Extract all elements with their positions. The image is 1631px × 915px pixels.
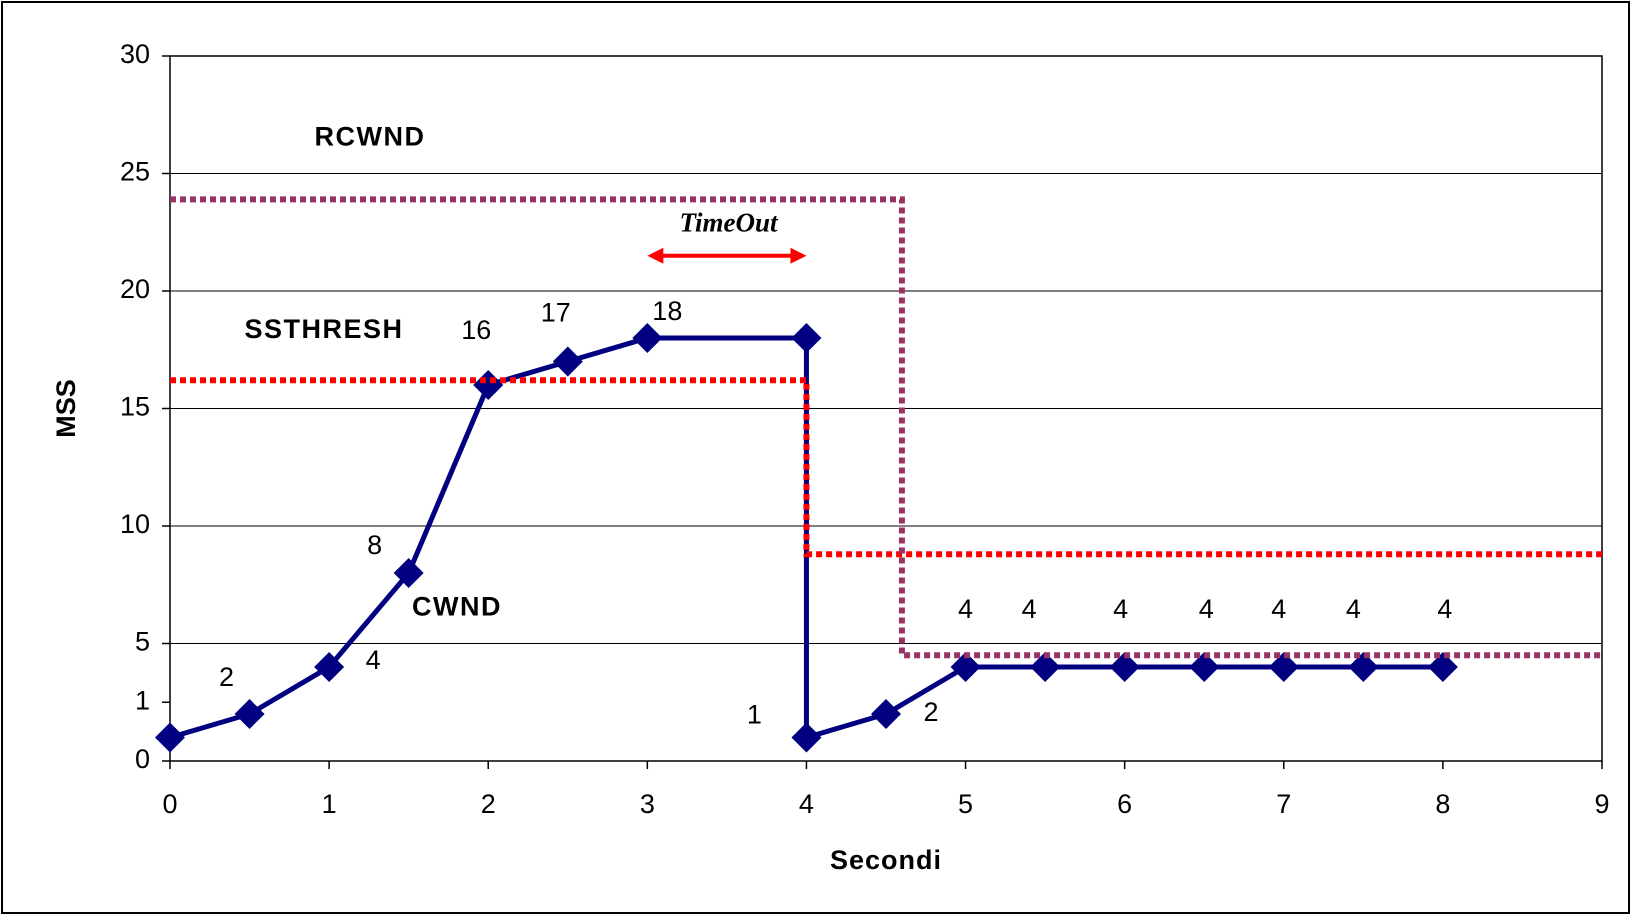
x-tick-label: 8	[1435, 789, 1450, 819]
marker	[1268, 652, 1299, 682]
data-label: 18	[652, 296, 682, 326]
y-tick-label: 25	[120, 157, 150, 187]
annotation: TimeOut	[679, 207, 778, 237]
arrow-head	[647, 247, 664, 264]
marker	[473, 370, 504, 400]
data-label: 4	[366, 645, 381, 675]
data-label: 1	[747, 700, 762, 730]
marker	[1427, 652, 1458, 682]
marker	[155, 722, 185, 753]
series-name: RCWND	[315, 121, 426, 151]
data-label: 4	[1022, 594, 1037, 624]
x-tick-label: 7	[1276, 789, 1291, 819]
marker	[314, 652, 345, 682]
marker	[393, 558, 424, 588]
y-tick-label: 10	[120, 509, 150, 539]
x-tick-label: 6	[1117, 789, 1132, 819]
series-line	[170, 196, 1602, 659]
marker	[1348, 652, 1379, 682]
marker	[950, 652, 981, 682]
data-label: 4	[1346, 594, 1361, 624]
series-line	[170, 377, 1602, 558]
series-name: CWND	[412, 591, 502, 621]
marker	[791, 323, 822, 353]
data-label: 2	[923, 697, 938, 727]
y-tick-label: 30	[120, 39, 150, 69]
data-label: 8	[367, 530, 382, 560]
x-axis-title: Secondi	[830, 845, 942, 875]
marker	[1109, 652, 1140, 682]
marker	[1189, 652, 1220, 682]
x-tick-label: 1	[322, 789, 337, 819]
marker	[791, 722, 822, 753]
data-label: 16	[461, 315, 491, 345]
y-tick-label: 5	[135, 627, 150, 657]
data-label: 2	[219, 662, 234, 692]
data-label: 17	[541, 298, 571, 328]
x-tick-label: 9	[1594, 789, 1609, 819]
y-tick-label: 20	[120, 274, 150, 304]
plot-area	[169, 55, 1603, 762]
data-label: 4	[1271, 594, 1286, 624]
x-tick-label: 3	[640, 789, 655, 819]
data-label: 4	[958, 594, 973, 624]
y-tick-label: 1	[135, 685, 150, 715]
data-label: 4	[1199, 594, 1214, 624]
arrow-head	[790, 247, 807, 264]
data-label: 4	[1113, 594, 1128, 624]
data-label: 4	[1437, 594, 1452, 624]
series-name: SSTHRESH	[244, 314, 403, 344]
x-tick-label: 0	[162, 789, 177, 819]
marker	[871, 699, 901, 729]
marker	[632, 323, 663, 353]
y-tick-label: 15	[120, 392, 150, 422]
y-axis-title: MSS	[51, 379, 81, 438]
marker	[1030, 652, 1061, 682]
y-tick-label: 0	[135, 744, 150, 774]
marker	[234, 699, 265, 729]
marker	[552, 346, 583, 377]
x-tick-label: 4	[799, 789, 814, 819]
x-tick-label: 2	[481, 789, 496, 819]
x-tick-label: 5	[958, 789, 973, 819]
